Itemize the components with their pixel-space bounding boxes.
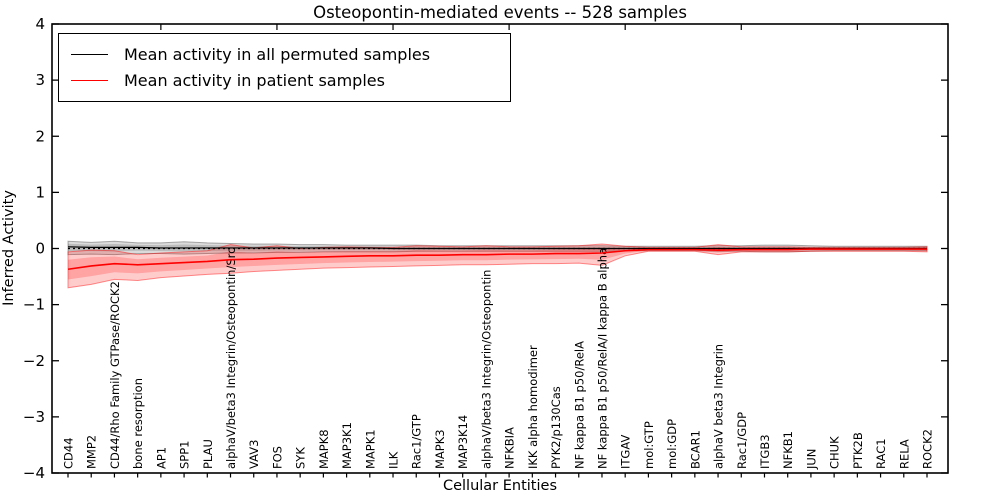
x-tick-label: mol:GDP <box>665 419 679 469</box>
x-tick-label: MAPK1 <box>363 429 377 469</box>
y-tick-label: 4 <box>35 15 45 33</box>
x-tick-label: MMP2 <box>85 435 99 469</box>
x-tick-label: PYK2/p130Cas <box>549 386 563 469</box>
x-tick-label: ILK <box>387 451 401 469</box>
legend-entry-patient: Mean activity in patient samples <box>71 67 500 93</box>
legend-entry-permuted: Mean activity in all permuted samples <box>71 41 500 67</box>
y-tick-label: −3 <box>23 408 45 426</box>
y-tick-label: −2 <box>23 352 45 370</box>
x-tick-label: ROCK2 <box>921 429 935 469</box>
chart-title: Osteopontin-mediated events -- 528 sampl… <box>313 3 687 22</box>
x-tick-label: MAPK8 <box>317 429 331 469</box>
x-tick-label: SYK <box>294 447 308 469</box>
x-tick-label: ITGB3 <box>758 434 772 469</box>
y-tick-label: −1 <box>23 296 45 314</box>
y-axis-label: Inferred Activity <box>1 190 17 306</box>
y-tick-label: 3 <box>35 71 45 89</box>
x-tick-label: AP1 <box>154 447 168 469</box>
confidence-band <box>67 243 928 289</box>
legend: Mean activity in all permuted samples Me… <box>58 33 511 102</box>
y-tick-label: 0 <box>35 240 45 258</box>
x-axis-label: Cellular Entities <box>442 478 558 494</box>
legend-line-black-icon <box>71 53 108 55</box>
x-tick-label: alphaV/beta3 Integrin/Osteopontin <box>479 270 493 469</box>
x-tick-label: alphaV/beta3 Integrin/Osteopontin/Src <box>224 248 238 469</box>
x-tick-label: CD44/Rho Family GTPase/ROCK2 <box>108 281 122 469</box>
x-tick-label: CHUK <box>828 436 842 469</box>
y-tick-label: −4 <box>23 464 45 482</box>
x-tick-label: NF kappa B1 p50/RelA/I kappa B alpha <box>595 248 609 469</box>
x-tick-label: SPP1 <box>178 441 192 470</box>
y-tick-label: 1 <box>35 183 45 201</box>
y-tick-label: 2 <box>35 127 45 145</box>
x-tick-label: RAC1 <box>874 438 888 469</box>
patient-mean-line <box>67 248 927 271</box>
x-tick-label: JUN <box>804 449 818 470</box>
x-tick-label: PLAU <box>201 439 215 469</box>
x-tick-label: BCAR1 <box>688 430 702 469</box>
x-tick-label: PTK2B <box>851 432 865 469</box>
x-tick-label: bone resorption <box>131 378 145 469</box>
x-tick-label: VAV3 <box>247 440 261 469</box>
x-tick-label: ITGAV <box>619 435 633 469</box>
x-tick-label: Rac1/GDP <box>735 412 749 469</box>
legend-label: Mean activity in all permuted samples <box>124 44 431 64</box>
x-tick-label: mol:GTP <box>642 421 656 469</box>
x-tick-label: MAP3K1 <box>340 422 354 469</box>
x-tick-label: MAPK3 <box>433 429 447 469</box>
x-tick-label: IKK alpha homodimer <box>526 345 540 469</box>
x-tick-label: Rac1/GTP <box>410 414 424 469</box>
legend-label: Mean activity in patient samples <box>124 70 385 90</box>
x-tick-label: MAP3K14 <box>456 415 470 469</box>
x-tick-label: NFKBIA <box>503 427 517 469</box>
permuted-mean-line <box>67 246 927 250</box>
x-tick-label: RELA <box>897 439 911 469</box>
x-tick-label: alphaV beta3 Integrin <box>712 344 726 469</box>
confidence-band-inner <box>68 247 927 280</box>
x-tick-label: NFKB1 <box>781 431 795 469</box>
x-tick-label: FOS <box>270 446 284 469</box>
legend-line-red-icon <box>71 79 108 81</box>
x-tick-label: NF kappa B1 p50/RelA <box>572 341 586 469</box>
x-tick-label: CD44 <box>62 437 76 469</box>
